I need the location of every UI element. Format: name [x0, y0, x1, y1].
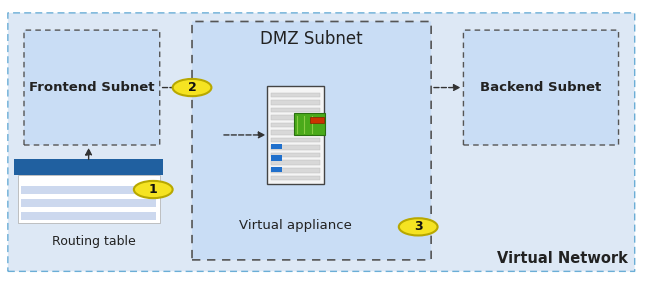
Bar: [271, 175, 321, 180]
Bar: [271, 108, 321, 113]
Bar: [310, 117, 324, 124]
FancyBboxPatch shape: [24, 30, 160, 145]
Text: Frontend Subnet: Frontend Subnet: [29, 81, 154, 94]
Bar: [21, 212, 156, 220]
Circle shape: [173, 79, 212, 96]
Bar: [271, 115, 321, 120]
FancyBboxPatch shape: [8, 13, 635, 271]
Bar: [271, 166, 282, 172]
Bar: [271, 93, 321, 97]
Text: 2: 2: [188, 81, 197, 94]
Bar: [271, 168, 321, 173]
Text: DMZ Subnet: DMZ Subnet: [260, 30, 363, 48]
FancyBboxPatch shape: [267, 86, 324, 184]
Text: Virtual Network: Virtual Network: [497, 251, 628, 266]
Bar: [14, 160, 163, 175]
Text: Routing table: Routing table: [52, 235, 136, 248]
Bar: [271, 160, 321, 165]
Bar: [271, 130, 321, 135]
FancyBboxPatch shape: [463, 30, 618, 145]
Bar: [271, 144, 282, 149]
Bar: [271, 153, 321, 157]
Bar: [271, 155, 282, 161]
Bar: [18, 175, 160, 222]
Bar: [271, 100, 321, 105]
Circle shape: [399, 218, 437, 235]
Bar: [271, 146, 321, 150]
Bar: [271, 123, 321, 127]
Text: 1: 1: [149, 183, 158, 196]
Text: Backend Subnet: Backend Subnet: [480, 81, 602, 94]
Circle shape: [134, 181, 173, 198]
Bar: [271, 138, 321, 142]
Text: 3: 3: [414, 220, 422, 233]
Bar: [294, 113, 325, 135]
Text: Virtual appliance: Virtual appliance: [239, 219, 352, 232]
FancyBboxPatch shape: [192, 21, 431, 260]
Bar: [21, 199, 156, 207]
Bar: [21, 186, 156, 194]
